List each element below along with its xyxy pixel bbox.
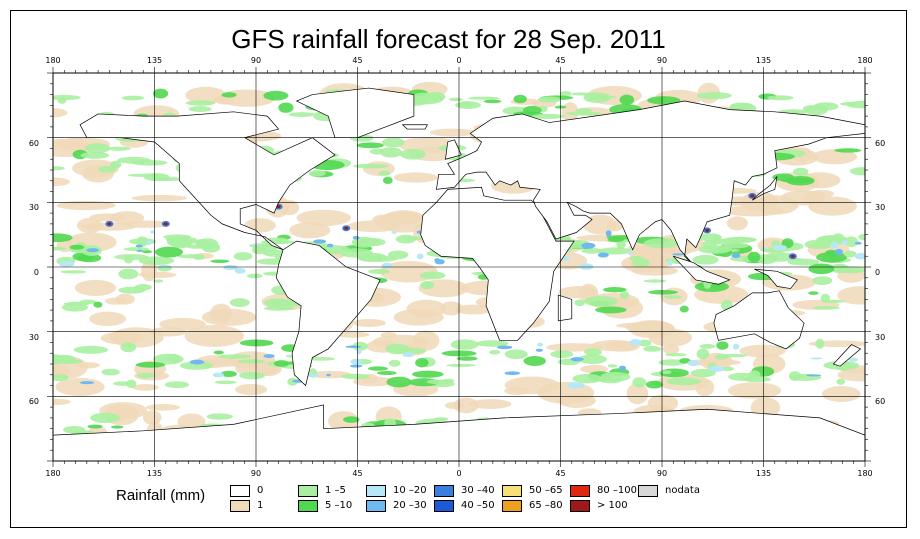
legend-swatch [434,485,454,497]
legend-swatch [638,485,658,497]
lat-tick-left: 60 [28,138,39,148]
legend-swatch [366,485,386,497]
legend-swatch [570,500,590,512]
legend-swatch [502,500,522,512]
legend-label: > 100 [597,500,628,511]
graticule [53,73,865,461]
legend-swatch [366,500,386,512]
lon-tick-bottom: 0 [456,469,462,478]
legend-label: 65 –80 [529,500,563,511]
lon-tick-bottom: 180 [857,469,873,478]
legend-swatch [298,500,318,512]
lat-tick-left: 60 [28,397,39,407]
legend-title: Rainfall (mm) [116,487,206,504]
legend-label: 1 [257,500,264,511]
legend-swatch [434,500,454,512]
lon-tick-bottom: 90 [250,469,262,478]
legend-label: 1 –5 [325,485,346,496]
figure-frame [10,10,907,528]
legend-swatch [502,485,522,497]
lon-tick-top: 45 [555,56,566,65]
lon-tick-top: 135 [755,56,772,65]
lon-tick-bottom: 135 [146,469,163,478]
legend-swatch [570,485,590,497]
lon-tick-bottom: 45 [352,469,363,478]
lon-tick-top: 90 [250,56,262,65]
lat-tick-right: 60 [875,138,886,148]
lon-tick-top: 90 [656,56,668,65]
legend-swatch [298,485,318,497]
legend-label: 40 –50 [461,500,495,511]
legend-swatch [230,500,250,512]
map-title: GFS rainfall forecast for 28 Sep. 2011 [231,24,666,54]
lat-tick-right: 30 [875,332,886,342]
lat-tick-left: 30 [28,203,39,213]
lat-tick-right: 30 [875,203,886,213]
lon-tick-top: 180 [45,56,61,65]
lon-tick-bottom: 90 [656,469,668,478]
legend-swatch [230,485,250,497]
legend-label: 20 –30 [393,500,427,511]
lon-tick-top: 45 [352,56,363,65]
lat-tick-right: 60 [875,397,886,407]
legend-label: 10 –20 [393,485,427,496]
legend-label: 30 –40 [461,485,495,496]
lat-tick-left: 30 [28,332,39,342]
lon-tick-top: 180 [857,56,873,65]
legend-label: 80 –100 [597,485,637,496]
legend-label: 5 –10 [325,500,353,511]
legend-label: 50 –65 [529,485,563,496]
lon-tick-bottom: 45 [555,469,566,478]
lat-tick-left: 0 [33,268,39,277]
lon-tick-top: 135 [146,56,163,65]
legend-label: nodata [665,485,700,496]
lat-tick-right: 0 [875,268,881,277]
lon-tick-bottom: 135 [755,469,772,478]
legend-label: 0 [257,485,264,496]
lon-tick-top: 0 [456,56,462,65]
lon-tick-bottom: 180 [45,469,61,478]
